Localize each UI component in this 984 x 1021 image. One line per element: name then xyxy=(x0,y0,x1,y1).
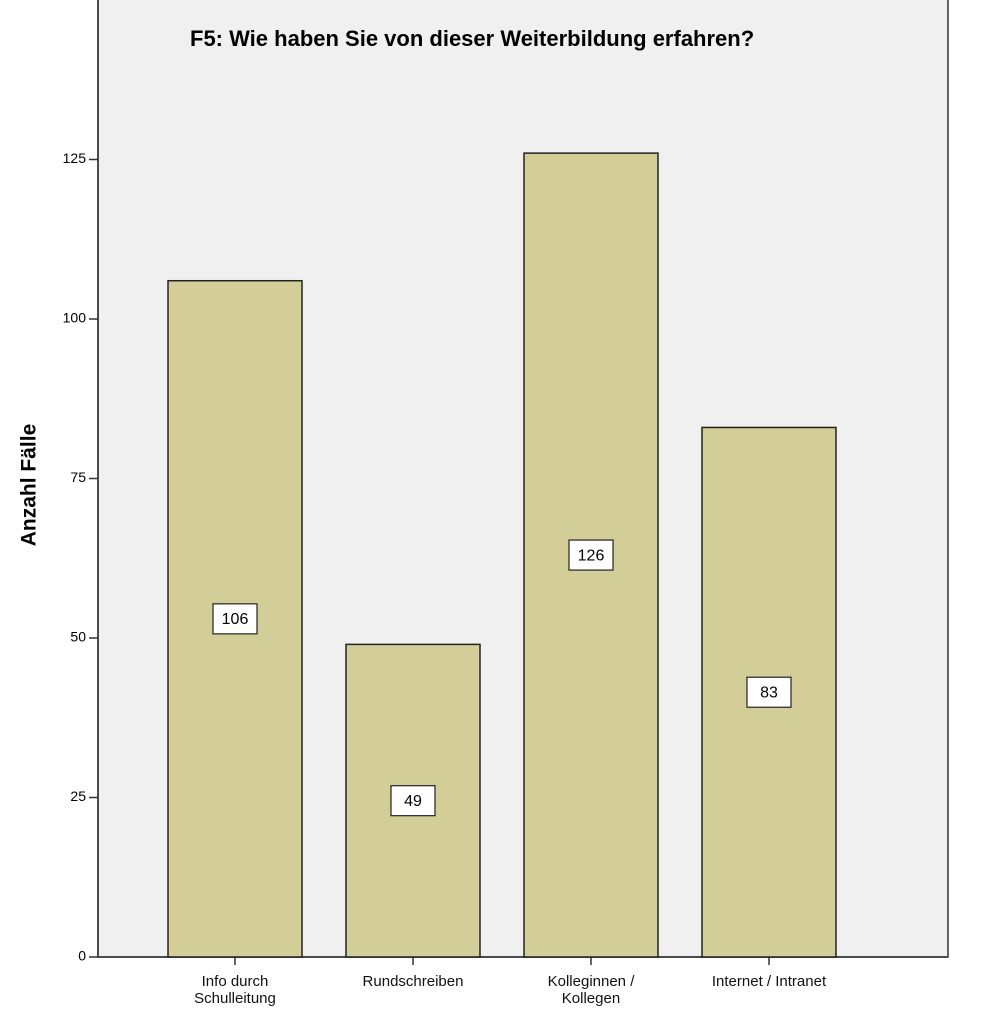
chart-title: F5: Wie haben Sie von dieser Weiterbildu… xyxy=(190,26,754,51)
x-tick-label: Info durch Schulleitung xyxy=(194,973,276,1007)
value-label-box xyxy=(746,676,792,708)
y-tick-label: 50 xyxy=(70,629,86,645)
y-axis-label: Anzahl Fälle xyxy=(18,424,41,547)
value-label: 126 xyxy=(578,547,605,564)
value-label: 106 xyxy=(222,611,249,628)
value-label-box xyxy=(390,785,436,817)
y-tick-label: 75 xyxy=(70,469,86,485)
y-tick-label: 125 xyxy=(63,150,87,166)
y-tick-label: 100 xyxy=(63,310,87,326)
y-tick-label: 0 xyxy=(78,948,86,964)
value-label-box xyxy=(212,603,258,635)
value-label: 49 xyxy=(404,793,422,810)
value-label-box xyxy=(568,539,614,571)
x-tick-label: Kolleginnen / Kollegen xyxy=(547,973,635,1007)
value-label: 83 xyxy=(760,684,778,701)
y-tick-label: 25 xyxy=(70,788,86,804)
x-tick-label: Internet / Intranet xyxy=(711,973,827,990)
x-tick-label: Rundschreiben xyxy=(362,973,464,990)
